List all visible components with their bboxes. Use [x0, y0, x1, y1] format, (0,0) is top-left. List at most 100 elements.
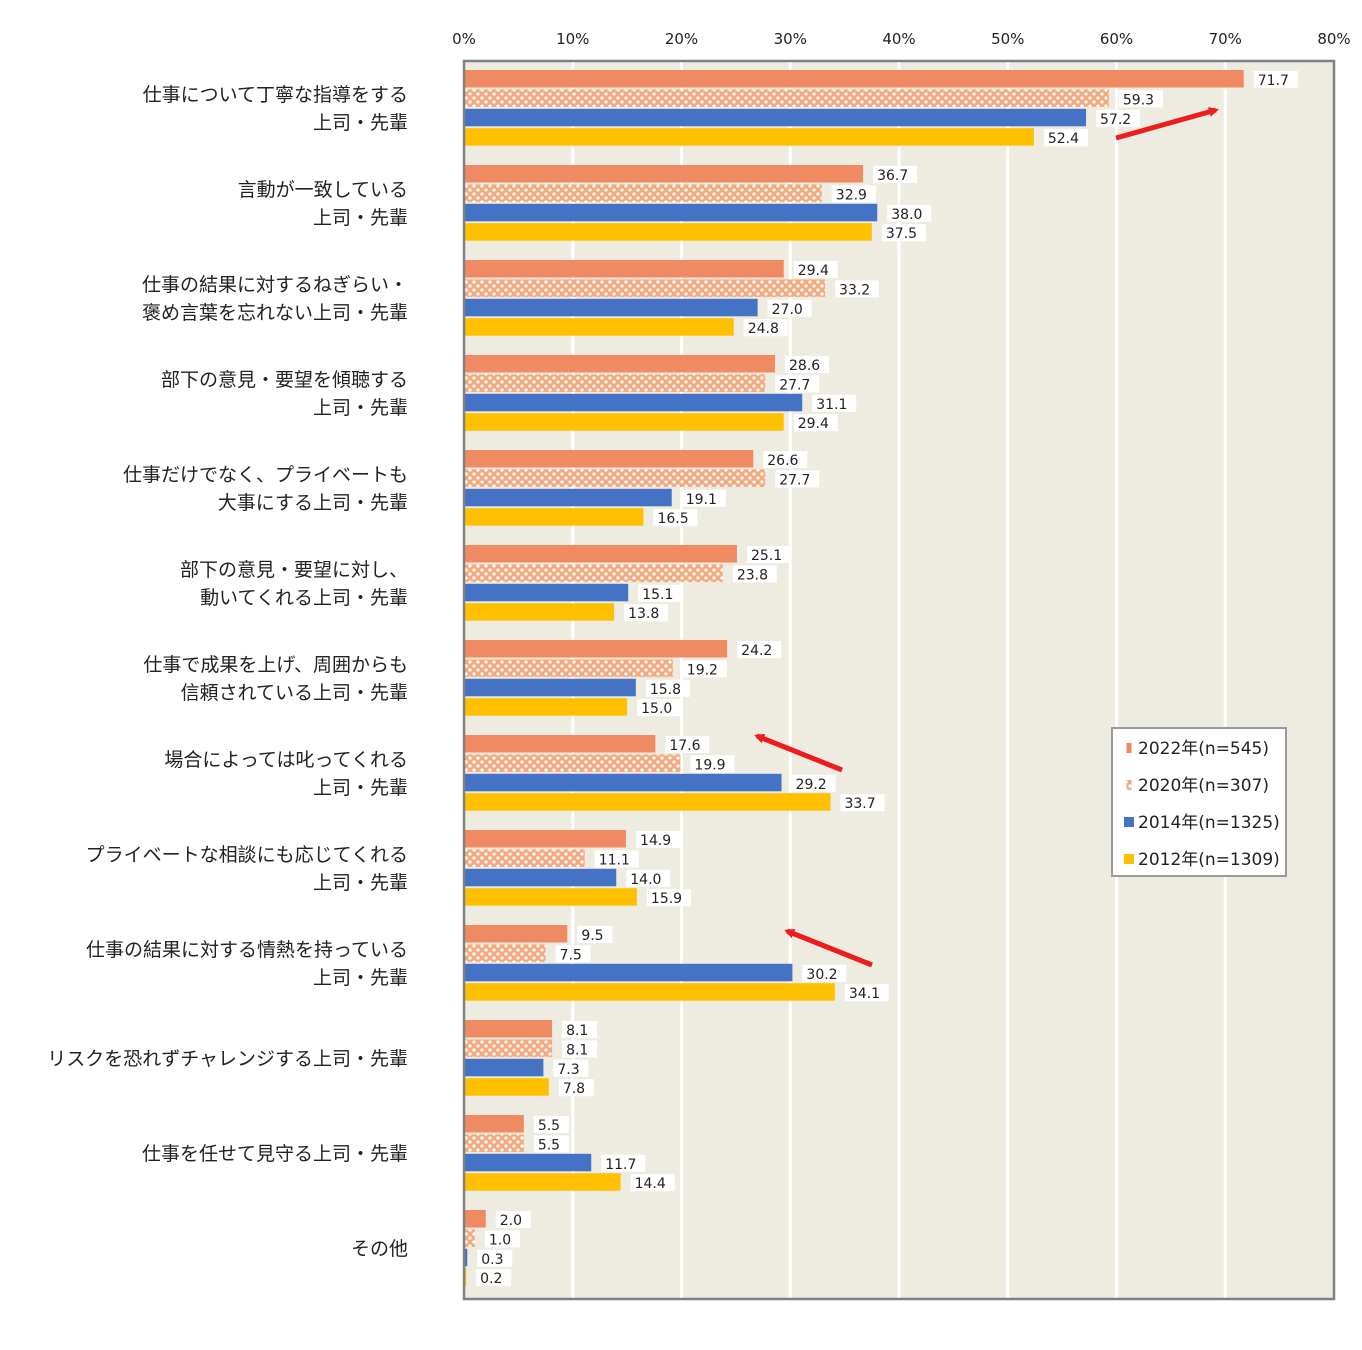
x-tick-label: 70%	[1209, 30, 1242, 48]
data-label: 19.2	[687, 662, 718, 678]
bar-2020年(n=307)	[464, 944, 546, 962]
data-label: 29.2	[796, 777, 827, 793]
bar-2022年(n=545)	[464, 735, 656, 753]
legend-box	[1111, 727, 1287, 877]
bar-2022年(n=545)	[464, 260, 784, 278]
data-label-bg	[533, 1116, 569, 1133]
bar-2022年(n=545)	[464, 450, 754, 468]
data-label-bg	[626, 869, 671, 887]
red-arrow	[1115, 107, 1219, 141]
category-label: 上司・先輩	[313, 397, 408, 419]
data-label-bg	[881, 224, 926, 242]
category-label: 仕事で成果を上げ、周囲からも	[143, 654, 408, 676]
data-label-bg	[775, 470, 820, 488]
data-label-bg	[732, 565, 777, 583]
bar-2020年(n=307)	[464, 849, 585, 867]
data-label: 27.0	[772, 302, 803, 318]
data-label: 8.1	[566, 1023, 588, 1039]
data-label-bg	[831, 185, 876, 203]
bar-2012年(n=1309)	[464, 128, 1034, 146]
bar-2014年(n=1325)	[464, 773, 782, 792]
bar-2012年(n=1309)	[464, 508, 644, 526]
data-label: 14.4	[635, 1176, 666, 1192]
category-label: 仕事について丁寧な指導をする	[143, 84, 408, 106]
bar-2014年(n=1325)	[464, 678, 636, 697]
data-label: 14.0	[630, 872, 661, 888]
data-label: 33.2	[839, 282, 870, 298]
bar-2020年(n=307)	[464, 754, 681, 772]
category-label: リスクを恐れずチャレンジする上司・先輩	[47, 1048, 408, 1070]
x-tick-label: 0%	[452, 30, 476, 48]
data-label-bg	[637, 699, 682, 717]
data-label: 11.7	[605, 1157, 636, 1173]
data-label: 52.4	[1048, 131, 1079, 147]
bar-2020年(n=307)	[464, 279, 826, 297]
data-label: 14.9	[640, 833, 671, 849]
data-label: 26.6	[767, 453, 798, 469]
bar-2022年(n=545)	[464, 355, 776, 373]
data-label-bg	[746, 546, 791, 563]
bar-2014年(n=1325)	[464, 1153, 592, 1172]
data-labels: 71.7 36.7 29.4 28.6 26.6 25.1 24.2 17.6 14.9 9.5 8…	[476, 71, 1298, 1287]
data-label: 17.6	[669, 738, 700, 754]
data-label-bg	[476, 1269, 512, 1287]
category-label: 上司・先輩	[313, 967, 408, 989]
legend-swatch	[1124, 817, 1134, 827]
x-tick-label: 50%	[991, 30, 1024, 48]
data-label: 1.0	[489, 1232, 511, 1248]
bar-2014年(n=1325)	[464, 963, 793, 982]
data-label-bg	[1253, 71, 1298, 88]
data-label-bg	[812, 394, 857, 412]
bar-2022年(n=545)	[464, 830, 627, 848]
legend-swatch	[1126, 780, 1132, 790]
bar-2020年(n=307)	[464, 184, 822, 202]
category-label: 上司・先輩	[313, 777, 408, 799]
data-label: 15.8	[650, 682, 681, 698]
bar-2020年(n=307)	[464, 1229, 475, 1247]
category-label: プライベートな相談にも応じてくれる	[86, 844, 408, 866]
legend-entry: 2020年(n=307)	[1138, 776, 1269, 796]
data-label: 13.8	[628, 606, 659, 622]
bar-2022年(n=545)	[464, 925, 568, 943]
data-label: 28.6	[789, 358, 820, 374]
annotation-arrows	[754, 107, 1219, 968]
data-label: 16.5	[657, 511, 688, 527]
data-label: 23.8	[737, 567, 768, 583]
data-label-bg	[763, 451, 808, 468]
bar-2020年(n=307)	[464, 659, 673, 677]
bar-2022年(n=545)	[464, 1115, 524, 1133]
data-label: 38.0	[891, 207, 922, 223]
data-label-bg	[624, 604, 669, 622]
data-label-bg	[681, 489, 726, 507]
data-label: 24.2	[741, 643, 772, 659]
x-tick-label: 40%	[882, 30, 915, 48]
data-label: 57.2	[1100, 112, 1131, 128]
data-label-bg	[682, 660, 727, 678]
bar-2014年(n=1325)	[464, 1248, 468, 1267]
category-label: 大事にする上司・先輩	[218, 492, 408, 514]
data-label-bg	[594, 850, 639, 868]
bar-2014年(n=1325)	[464, 298, 758, 317]
bar-2022年(n=545)	[464, 165, 864, 183]
data-label: 0.2	[480, 1271, 502, 1287]
bar-2014年(n=1325)	[464, 108, 1087, 127]
data-label-bg	[601, 1154, 646, 1172]
bar-2012年(n=1309)	[464, 888, 637, 906]
bar-2012年(n=1309)	[464, 1078, 549, 1096]
category-label: 言動が一致している	[238, 179, 408, 201]
data-label-bg	[802, 964, 847, 982]
data-label: 29.4	[798, 263, 829, 279]
bar-2022年(n=545)	[464, 640, 728, 658]
data-label-bg	[495, 1211, 531, 1228]
bar-2020年(n=307)	[464, 564, 723, 582]
data-label: 7.8	[563, 1081, 585, 1097]
data-label-bg	[1096, 109, 1141, 127]
bar-2012年(n=1309)	[464, 1173, 621, 1191]
data-label-bg	[484, 1230, 520, 1248]
category-label: 部下の意見・要望に対し、	[180, 559, 408, 581]
data-label-bg	[630, 1174, 675, 1192]
data-label-bg	[844, 984, 889, 1002]
data-label-bg	[887, 204, 932, 222]
bar-2012年(n=1309)	[464, 983, 835, 1001]
